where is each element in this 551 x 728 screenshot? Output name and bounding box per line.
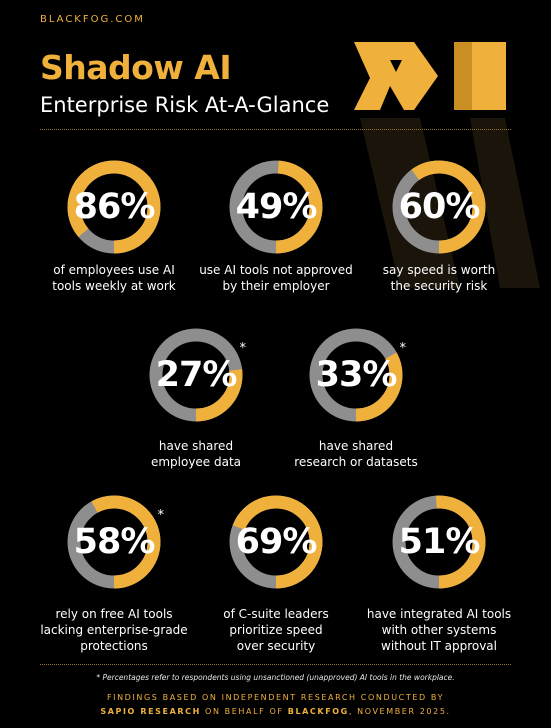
stat-caption: say speed is worth the security risk	[359, 262, 519, 294]
stat-caption-line: have shared	[158, 439, 234, 453]
donut-svg	[392, 495, 486, 589]
stat-caption-line: with other systems	[381, 623, 497, 637]
stat-caption-line: of employees use AI	[53, 263, 175, 277]
top-divider	[40, 129, 511, 130]
stat-caption: have integrated AI tools with other syste…	[359, 606, 519, 654]
stat-caption: have shared research or datasets	[276, 438, 436, 470]
stat-caption-line: tools weekly at work	[52, 279, 176, 293]
donut-chart: 51%	[391, 494, 487, 590]
stat-caption-line: say speed is worth	[382, 263, 496, 277]
stat-caption: of employees use AI tools weekly at work	[34, 262, 194, 294]
donut-percent-label: 49%	[235, 187, 318, 227]
findings-line-1: FINDINGS BASED ON INDEPENDENT RESEARCH C…	[106, 693, 445, 702]
stat-caption-line: employee data	[150, 455, 242, 469]
donut-svg	[149, 328, 243, 422]
stat-caption-line: have integrated AI tools	[366, 607, 512, 621]
stat-caption-line: the security risk	[390, 279, 488, 293]
footnote: * Percentages refer to respondents using…	[96, 673, 455, 682]
donut-svg	[392, 160, 486, 254]
donut-chart: 86%	[66, 159, 162, 255]
stat-caption-line: have shared	[318, 439, 394, 453]
donut-value-arc	[392, 495, 486, 589]
donut-chart: 58% *	[66, 494, 165, 590]
donut-chart: 49%	[228, 159, 324, 255]
donut-percent-label: 27%	[155, 355, 238, 395]
donut-svg	[229, 160, 323, 254]
donut-percent-label: 58%	[73, 522, 156, 562]
bottom-divider	[40, 664, 511, 665]
findings-date: , NOVEMBER 2025.	[348, 707, 451, 716]
donut-percent-label: 33%	[315, 355, 398, 395]
asterisk-mark: *	[239, 341, 247, 356]
donut-percent-label: 60%	[398, 187, 481, 227]
donut-value-arc	[229, 160, 323, 254]
donut-value-arc	[309, 328, 403, 422]
donut-svg	[67, 160, 161, 254]
donut-chart: 60%	[391, 159, 487, 255]
findings-sponsor: BLACKFOG	[287, 707, 349, 716]
asterisk-mark: *	[399, 341, 407, 356]
stat-caption-line: lacking enterprise-grade	[40, 623, 188, 637]
donut-svg	[229, 495, 323, 589]
brand-label: BLACKFOG.COM	[40, 14, 145, 25]
stat-caption: use AI tools not approved by their employ…	[196, 262, 356, 294]
stat-caption: of C-suite leaders prioritize speed over s…	[196, 606, 356, 654]
stat-caption-line: rely on free AI tools	[55, 607, 173, 621]
stat-caption: rely on free AI tools lacking enterprise-…	[34, 606, 194, 654]
donut-value-arc	[67, 495, 161, 589]
stat-caption-line: without IT approval	[381, 639, 497, 653]
stat-caption-line: prioritize speed	[229, 623, 323, 637]
donut-percent-label: 86%	[73, 187, 156, 227]
donut-svg	[309, 328, 403, 422]
donut-percent-label: 51%	[398, 522, 481, 562]
donut-value-arc	[392, 160, 486, 254]
page-title: Shadow AI	[40, 48, 232, 87]
findings-line-2: SAPIO RESEARCH ON BEHALF OF BLACKFOG, NO…	[0, 707, 551, 716]
donut-chart: 69%	[228, 494, 324, 590]
donut-svg	[67, 495, 161, 589]
ai-logo-graphic	[354, 42, 506, 110]
asterisk-mark: *	[157, 508, 165, 523]
donut-value-arc	[67, 160, 161, 254]
stat-caption-line: by their employer	[222, 279, 330, 293]
findings-research-firm: SAPIO RESEARCH	[100, 707, 201, 716]
page-subtitle: Enterprise Risk At-A-Glance	[40, 93, 330, 117]
stat-caption-line: use AI tools not approved	[199, 263, 353, 277]
stat-caption: have shared employee data	[116, 438, 276, 470]
donut-value-arc	[229, 495, 323, 589]
donut-chart: 27% *	[148, 327, 247, 423]
donut-percent-label: 69%	[235, 522, 318, 562]
donut-chart: 33% *	[308, 327, 407, 423]
stat-caption-line: over security	[236, 639, 316, 653]
stat-caption-line: of C-suite leaders	[223, 607, 329, 621]
findings-mid: ON BEHALF OF	[200, 707, 288, 716]
stat-caption-line: protections	[80, 639, 148, 653]
donut-value-arc	[149, 328, 243, 422]
stat-caption-line: research or datasets	[294, 455, 418, 469]
